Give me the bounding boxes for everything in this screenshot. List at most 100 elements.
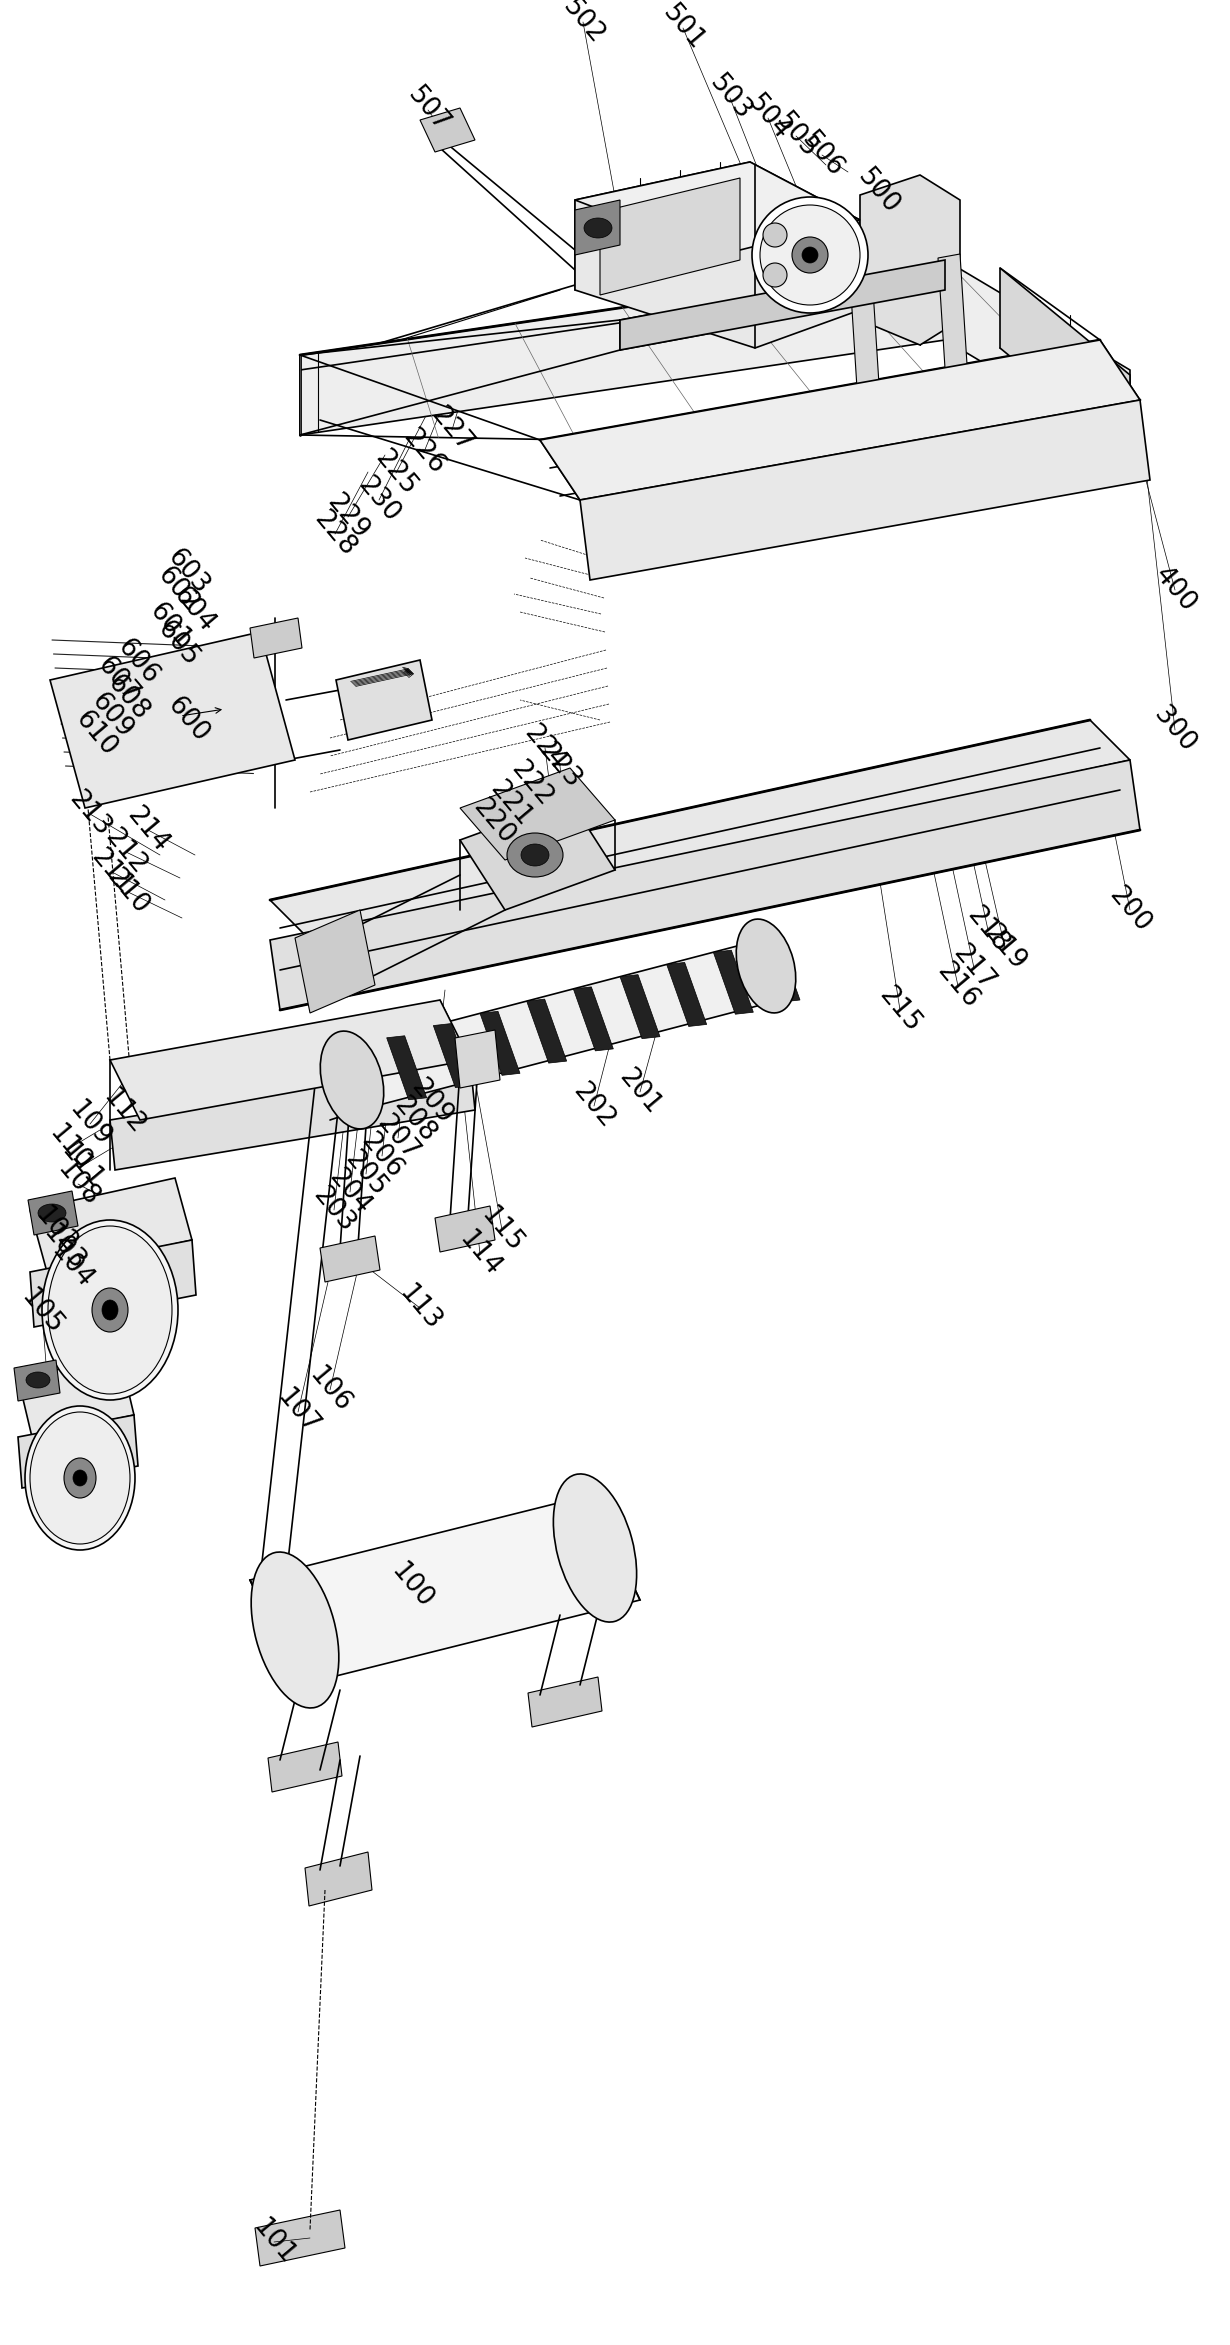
Text: 111: 111 bbox=[55, 1137, 108, 1194]
Polygon shape bbox=[938, 253, 968, 385]
Text: 212: 212 bbox=[100, 825, 153, 879]
Text: 226: 226 bbox=[397, 424, 450, 481]
Text: 202: 202 bbox=[568, 1079, 620, 1133]
Polygon shape bbox=[667, 961, 707, 1027]
Text: 107: 107 bbox=[272, 1384, 325, 1440]
Polygon shape bbox=[271, 760, 1140, 1011]
Polygon shape bbox=[573, 987, 614, 1051]
Polygon shape bbox=[860, 176, 959, 345]
Polygon shape bbox=[109, 999, 470, 1121]
Text: 109: 109 bbox=[64, 1097, 116, 1151]
Polygon shape bbox=[339, 940, 780, 1109]
Polygon shape bbox=[30, 1241, 196, 1327]
Polygon shape bbox=[460, 800, 615, 910]
Text: 108: 108 bbox=[52, 1156, 105, 1212]
Ellipse shape bbox=[760, 204, 860, 305]
Text: 503: 503 bbox=[704, 70, 756, 127]
Text: 221: 221 bbox=[485, 776, 538, 832]
Text: 215: 215 bbox=[873, 983, 926, 1036]
Text: 114: 114 bbox=[454, 1226, 506, 1283]
Text: 506: 506 bbox=[796, 127, 849, 183]
Text: 400: 400 bbox=[1149, 563, 1202, 617]
Text: 504: 504 bbox=[742, 91, 795, 145]
Ellipse shape bbox=[763, 223, 787, 246]
Polygon shape bbox=[28, 1191, 77, 1236]
Text: 505: 505 bbox=[770, 108, 822, 164]
Polygon shape bbox=[480, 1011, 520, 1076]
Polygon shape bbox=[419, 108, 475, 152]
Polygon shape bbox=[574, 162, 860, 256]
Text: 105: 105 bbox=[16, 1285, 68, 1339]
Ellipse shape bbox=[26, 1372, 50, 1388]
Ellipse shape bbox=[507, 832, 563, 877]
Text: 104: 104 bbox=[46, 1238, 98, 1294]
Ellipse shape bbox=[320, 1032, 384, 1128]
Ellipse shape bbox=[792, 237, 828, 272]
Ellipse shape bbox=[584, 218, 613, 237]
Polygon shape bbox=[30, 1177, 192, 1271]
Polygon shape bbox=[713, 950, 753, 1015]
Ellipse shape bbox=[25, 1407, 135, 1550]
Text: 300: 300 bbox=[1149, 704, 1202, 757]
Text: 205: 205 bbox=[339, 1147, 392, 1201]
Polygon shape bbox=[268, 1742, 342, 1792]
Text: 102: 102 bbox=[30, 1203, 82, 1257]
Text: 604: 604 bbox=[167, 582, 220, 638]
Text: 103: 103 bbox=[38, 1219, 90, 1276]
Ellipse shape bbox=[73, 1470, 87, 1487]
Text: 209: 209 bbox=[406, 1074, 458, 1130]
Text: 606: 606 bbox=[112, 635, 164, 689]
Text: 507: 507 bbox=[402, 82, 454, 138]
Polygon shape bbox=[460, 769, 615, 861]
Polygon shape bbox=[574, 162, 860, 347]
Polygon shape bbox=[271, 720, 1130, 940]
Text: 600: 600 bbox=[162, 692, 214, 748]
Polygon shape bbox=[528, 1677, 601, 1726]
Polygon shape bbox=[109, 1060, 475, 1170]
Text: 101: 101 bbox=[248, 2214, 300, 2270]
Text: 609: 609 bbox=[86, 689, 138, 743]
Polygon shape bbox=[250, 619, 303, 659]
Ellipse shape bbox=[64, 1459, 96, 1498]
Text: 112: 112 bbox=[98, 1083, 150, 1140]
Ellipse shape bbox=[251, 1552, 338, 1707]
Polygon shape bbox=[1000, 267, 1130, 455]
Ellipse shape bbox=[30, 1412, 130, 1543]
Text: 210: 210 bbox=[102, 865, 154, 919]
Text: 207: 207 bbox=[371, 1112, 424, 1165]
Polygon shape bbox=[526, 999, 567, 1062]
Polygon shape bbox=[620, 260, 945, 349]
Ellipse shape bbox=[102, 1299, 118, 1320]
Text: 206: 206 bbox=[355, 1128, 408, 1184]
Polygon shape bbox=[600, 178, 740, 295]
Polygon shape bbox=[540, 340, 1140, 499]
Text: 211: 211 bbox=[86, 844, 138, 900]
Polygon shape bbox=[850, 274, 879, 403]
Text: 201: 201 bbox=[614, 1065, 667, 1119]
Text: 106: 106 bbox=[304, 1362, 357, 1419]
Text: 216: 216 bbox=[932, 959, 984, 1013]
Text: 605: 605 bbox=[151, 617, 204, 671]
Polygon shape bbox=[250, 1496, 640, 1686]
Polygon shape bbox=[18, 1414, 138, 1489]
Text: 502: 502 bbox=[557, 0, 609, 49]
Text: 608: 608 bbox=[102, 671, 154, 725]
Text: 223: 223 bbox=[534, 739, 587, 793]
Text: 208: 208 bbox=[389, 1093, 442, 1147]
Polygon shape bbox=[581, 401, 1150, 579]
Text: 607: 607 bbox=[92, 652, 144, 708]
Text: 115: 115 bbox=[476, 1203, 528, 1257]
Polygon shape bbox=[433, 1022, 474, 1088]
Text: 230: 230 bbox=[353, 471, 405, 528]
Text: 222: 222 bbox=[506, 757, 558, 811]
Text: 501: 501 bbox=[657, 0, 710, 56]
Polygon shape bbox=[386, 1036, 427, 1100]
Text: 601: 601 bbox=[144, 598, 196, 654]
Ellipse shape bbox=[737, 919, 796, 1013]
Polygon shape bbox=[336, 659, 432, 741]
Polygon shape bbox=[760, 938, 800, 1001]
Ellipse shape bbox=[38, 1203, 66, 1222]
Polygon shape bbox=[14, 1360, 60, 1400]
Text: 602: 602 bbox=[151, 563, 204, 617]
Polygon shape bbox=[18, 1355, 134, 1437]
